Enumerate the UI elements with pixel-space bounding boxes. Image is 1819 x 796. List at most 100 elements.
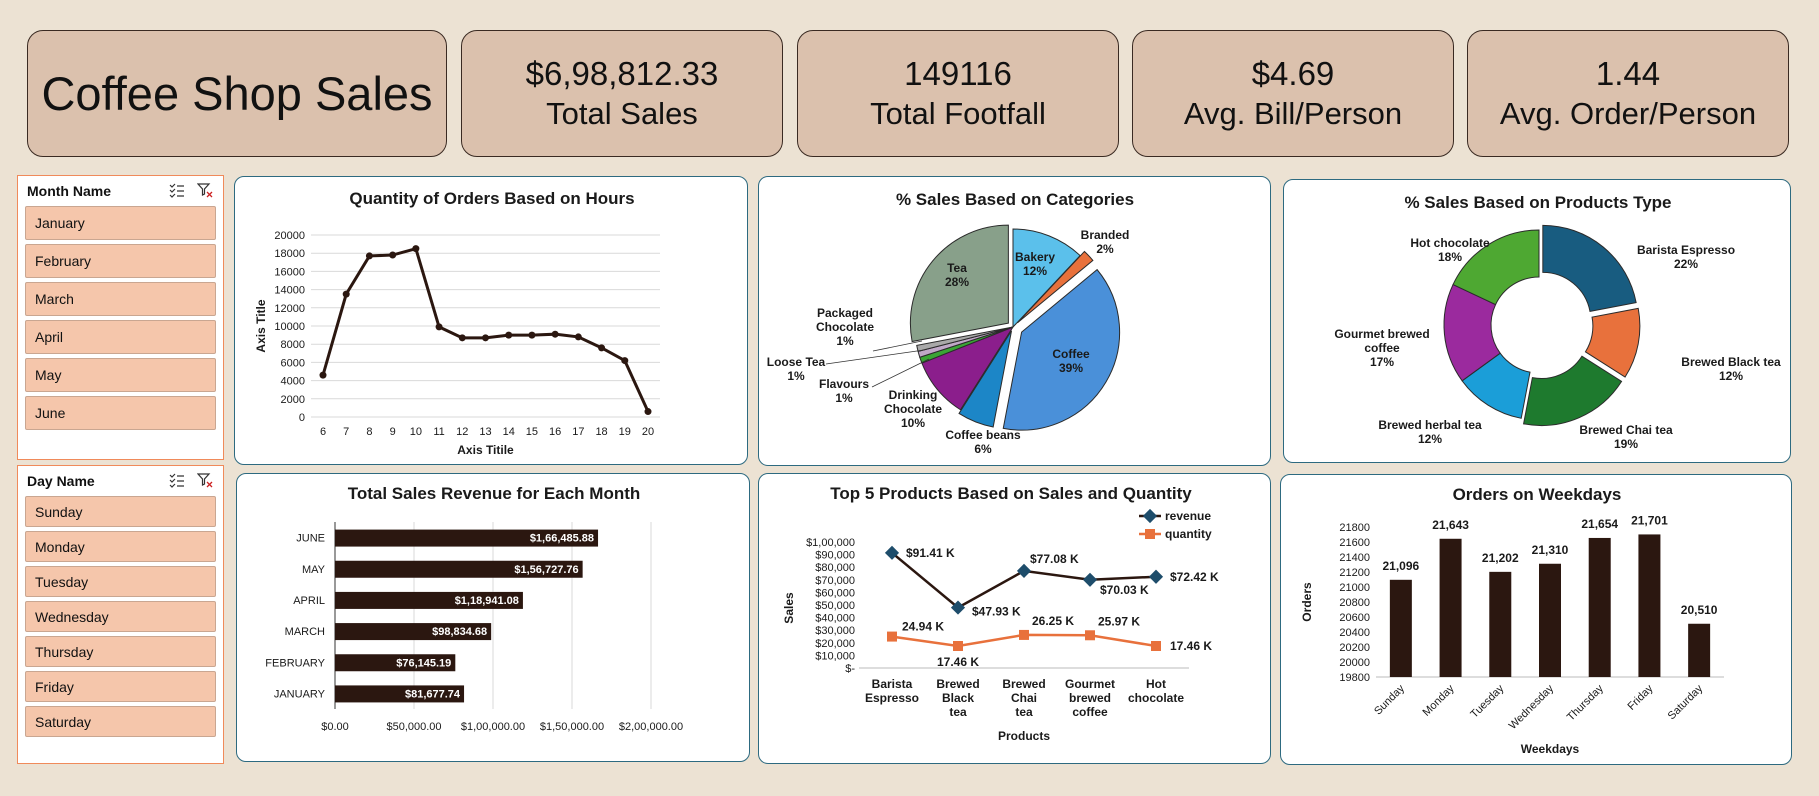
data-label: 20,510 — [1681, 603, 1718, 617]
x-axis-title: Products — [998, 729, 1050, 743]
chart-orders-by-hour[interactable]: Quantity of Orders Based on Hours 0 2000 40… — [234, 176, 748, 465]
y-tick-label: 21000 — [1339, 582, 1370, 594]
legend-label: revenue — [1165, 509, 1211, 523]
x-tick-label: Saturday — [1666, 682, 1706, 722]
donut-slice-brewed-black-tea — [1584, 307, 1641, 378]
slicer-item-sunday[interactable]: Sunday — [25, 496, 216, 527]
clear-filter-icon[interactable] — [197, 472, 213, 488]
data-label: $1,18,941.08 — [455, 595, 519, 607]
multi-select-icon[interactable] — [169, 472, 185, 488]
y-tick-label: 16000 — [274, 266, 305, 278]
slicer-item-tuesday[interactable]: Tuesday — [25, 566, 216, 597]
x-tick-label: $50,000.00 — [386, 721, 441, 733]
chart-title: % Sales Based on Products Type — [1404, 193, 1671, 212]
slicer-item-march[interactable]: March — [25, 282, 216, 316]
slicer-item-saturday[interactable]: Saturday — [25, 706, 216, 737]
data-label: Packaged Chocolate 1% — [816, 306, 874, 348]
bar — [1539, 563, 1561, 677]
y-tick-label: $20,000 — [815, 638, 855, 650]
x-tick-label: Hot chocolate — [1128, 677, 1184, 705]
clear-filter-icon[interactable] — [197, 182, 213, 198]
x-tick-label: Barista Espresso — [865, 677, 919, 705]
category-label: JUNE — [296, 533, 325, 545]
chart-sales-by-category[interactable]: % Sales Based on Categories Bakery 12% Bran… — [758, 176, 1271, 466]
data-point — [389, 251, 397, 259]
data-point — [505, 331, 513, 339]
slicer-item-thursday[interactable]: Thursday — [25, 636, 216, 667]
x-tick-label: 19 — [619, 426, 631, 438]
bar — [335, 685, 465, 703]
x-tick-label: 16 — [549, 426, 561, 438]
chart-top-products[interactable]: Top 5 Products Based on Sales and Quanti… — [758, 473, 1271, 764]
multi-select-icon[interactable] — [169, 182, 185, 198]
slicer-item-april[interactable]: April — [25, 320, 216, 354]
category-label: MARCH — [285, 626, 325, 638]
data-label: 21,096 — [1383, 559, 1420, 573]
data-label: Brewed Black tea 12% — [1681, 355, 1781, 383]
x-tick-label: Sunday — [1372, 682, 1407, 717]
kpi-label: Total Sales — [546, 95, 698, 131]
bar — [1688, 623, 1711, 677]
x-tick-label: 15 — [526, 426, 538, 438]
data-label: Loose Tea 1% — [767, 355, 826, 383]
data-label: Gourmet brewed coffee 17% — [1334, 327, 1429, 369]
data-label: 24.94 K — [902, 620, 944, 634]
y-axis-title: Axis Title — [254, 299, 268, 352]
x-tick-label: $2,00,000.00 — [619, 721, 683, 733]
y-tick-label: $30,000 — [815, 625, 855, 637]
donut-slice-brewed-chai-tea — [1522, 355, 1623, 426]
y-tick-label: 18000 — [274, 248, 305, 260]
y-tick-label: 20400 — [1339, 627, 1370, 639]
series-line-revenue — [891, 551, 1157, 610]
legend-label: quantity — [1165, 527, 1212, 541]
chart-monthly-revenue[interactable]: Total Sales Revenue for Each Month $0.00 $… — [236, 473, 750, 762]
y-tick-label: 20200 — [1339, 642, 1370, 654]
data-label: $76,145.19 — [396, 657, 451, 669]
slicer-title: Day Name — [27, 473, 95, 489]
slicer-item-wednesday[interactable]: Wednesday — [25, 601, 216, 632]
data-point — [1085, 630, 1095, 641]
data-point — [1148, 569, 1164, 584]
x-tick-label: 10 — [410, 426, 422, 438]
slicer-item-february[interactable]: February — [25, 244, 216, 278]
slicer-header: Month Name — [18, 176, 223, 206]
bar — [1588, 537, 1611, 677]
data-label: Coffee 39% — [1052, 347, 1090, 375]
data-point — [1082, 572, 1098, 587]
slicer-title: Month Name — [27, 183, 111, 199]
data-point — [458, 334, 466, 342]
chart-orders-weekdays[interactable]: Orders on Weekdays 19800 20000 20200 20400 20… — [1280, 474, 1792, 765]
sales-by-product-type-svg: % Sales Based on Products Type Barista Es… — [1334, 193, 1781, 451]
chart-title: % Sales Based on Categories — [896, 190, 1134, 209]
slicer-item-may[interactable]: May — [25, 358, 216, 392]
slicer-item-monday[interactable]: Monday — [25, 531, 216, 562]
data-label: $81,677.74 — [405, 688, 461, 700]
x-tick-label: 20 — [642, 426, 654, 438]
y-axis-title: Sales — [782, 592, 796, 624]
y-axis-title: Orders — [1300, 582, 1314, 622]
sales-by-category-svg: % Sales Based on Categories Bakery 12% Bran… — [767, 190, 1134, 456]
bar — [335, 654, 456, 672]
slicer-item-june[interactable]: June — [25, 396, 216, 430]
y-tick-label: 4000 — [281, 376, 305, 388]
slicer-item-friday[interactable]: Friday — [25, 671, 216, 702]
data-point — [482, 334, 489, 342]
x-tick-label: Brewed Black tea — [936, 677, 979, 719]
y-tick-label: $40,000 — [815, 613, 855, 625]
y-tick-label: 20600 — [1339, 612, 1370, 624]
slicer-item-january[interactable]: January — [25, 206, 216, 240]
pie-slice-branded — [1017, 250, 1094, 324]
bar — [335, 591, 523, 609]
data-label: $91.41 K — [906, 546, 955, 560]
y-tick-label: $- — [845, 663, 855, 675]
x-tick-label: $1,50,000.00 — [540, 721, 604, 733]
y-tick-label: $90,000 — [815, 550, 855, 562]
data-label: $70.03 K — [1100, 583, 1149, 597]
x-tick-label: 14 — [503, 426, 515, 438]
chart-sales-by-product-type[interactable]: % Sales Based on Products Type Barista Es… — [1283, 179, 1791, 463]
data-label: Hot chocolate 18% — [1410, 236, 1490, 264]
category-label: FEBRUARY — [265, 657, 325, 669]
data-point — [551, 330, 559, 338]
data-label: Barista Espresso 22% — [1637, 243, 1735, 271]
x-tick-label: 12 — [456, 426, 468, 438]
